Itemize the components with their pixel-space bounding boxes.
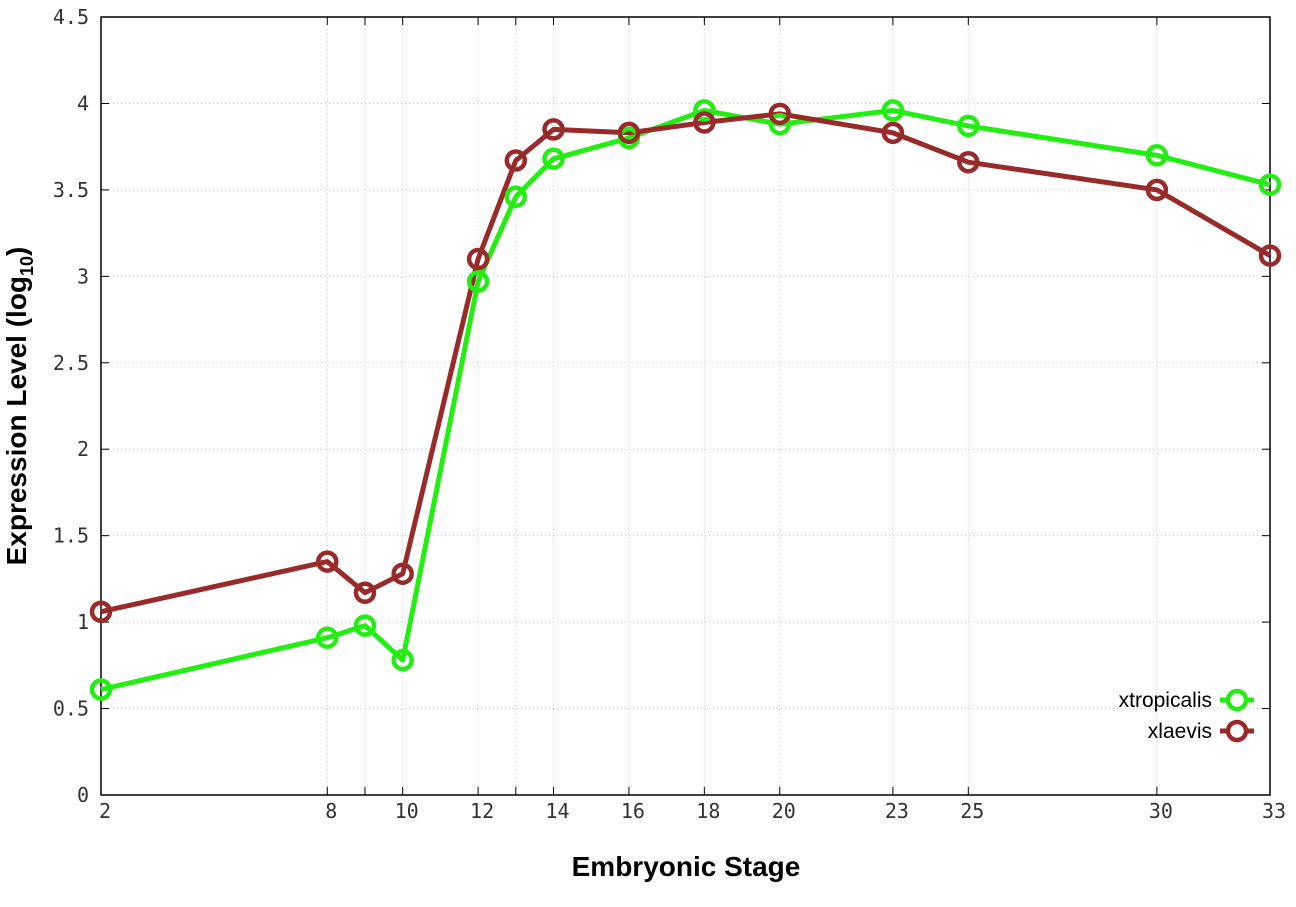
data-point-xtropicalis bbox=[391, 648, 414, 672]
y-tick-label: 0.5 bbox=[53, 697, 89, 721]
x-tick-label: 2 bbox=[99, 799, 111, 823]
legend: xtropicalis xlaevis bbox=[1119, 688, 1254, 743]
data-point-xlaevis bbox=[881, 121, 905, 145]
data-point-xlaevis bbox=[693, 111, 716, 134]
data-point-xtropicalis bbox=[881, 99, 905, 122]
x-tick-label: 8 bbox=[325, 799, 337, 823]
x-tick-label: 33 bbox=[1262, 799, 1286, 823]
data-point-xtropicalis bbox=[353, 614, 377, 637]
legend-marker-xtropicalis bbox=[1225, 688, 1249, 712]
data-point-xlaevis bbox=[957, 150, 980, 174]
x-tick-label: 20 bbox=[772, 799, 796, 823]
data-point-xlaevis bbox=[504, 149, 528, 172]
plot-frame bbox=[100, 16, 1271, 796]
axis-ticks: 0 0.5 1 1.5 2 2.5 3 3.5 4 4.5 2 8 10 12 14 16 18 20 23 25 30… bbox=[53, 5, 1286, 823]
legend-label-xlaevis: xlaevis bbox=[1148, 720, 1212, 743]
legend-marker-xlaevis bbox=[1225, 719, 1249, 743]
data-point-xlaevis bbox=[466, 247, 490, 271]
data-point-xtropicalis bbox=[957, 114, 980, 138]
y-tick-label: 1 bbox=[77, 610, 89, 634]
y-axis-title: Expression Level (log10) bbox=[1, 247, 37, 566]
y-tick-label: 3 bbox=[77, 264, 89, 288]
x-tick-label: 10 bbox=[395, 799, 419, 823]
x-tick-label: 12 bbox=[470, 799, 494, 823]
y-axis-title-subscript: 10 bbox=[17, 256, 37, 276]
data-point-xlaevis bbox=[1258, 244, 1282, 267]
data-point-xlaevis bbox=[353, 581, 377, 604]
data-point-xlaevis bbox=[542, 118, 565, 141]
x-tick-label: 23 bbox=[885, 799, 909, 823]
data-point-xtropicalis bbox=[466, 270, 490, 293]
x-tick-label: 16 bbox=[621, 799, 645, 823]
grid bbox=[101, 17, 1270, 795]
series-lines bbox=[100, 107, 1272, 692]
data-point-xtropicalis bbox=[768, 112, 792, 136]
x-tick-label: 18 bbox=[696, 799, 720, 823]
data-point-xtropicalis bbox=[89, 678, 113, 701]
data-point-xtropicalis bbox=[1258, 173, 1282, 196]
legend-label-xtropicalis: xtropicalis bbox=[1119, 689, 1212, 712]
x-tick-label: 14 bbox=[545, 799, 569, 823]
data-point-xlaevis bbox=[89, 600, 113, 623]
x-axis-title: Embryonic Stage bbox=[572, 851, 801, 882]
y-tick-label: 1.5 bbox=[53, 524, 89, 548]
data-point-xtropicalis bbox=[504, 185, 528, 209]
data-point-xtropicalis bbox=[316, 626, 339, 649]
data-point-xlaevis bbox=[391, 562, 414, 585]
data-point-xlaevis bbox=[316, 550, 339, 573]
data-point-xtropicalis bbox=[693, 99, 716, 122]
y-tick-label: 2.5 bbox=[53, 351, 89, 375]
x-tick-label: 30 bbox=[1149, 799, 1173, 823]
data-point-xlaevis bbox=[617, 121, 641, 145]
y-axis-title-main: Expression Level (log bbox=[1, 276, 32, 565]
data-points bbox=[89, 99, 1282, 701]
y-tick-label: 2 bbox=[77, 437, 89, 461]
y-tick-label: 3.5 bbox=[53, 178, 89, 202]
x-tick-label: 25 bbox=[960, 799, 984, 823]
data-point-xlaevis bbox=[768, 102, 792, 126]
y-tick-label: 4.5 bbox=[53, 5, 89, 29]
y-axis-title-close: ) bbox=[1, 247, 32, 256]
series-line-xtropicalis bbox=[100, 107, 1271, 692]
y-tick-label: 0 bbox=[77, 783, 89, 807]
data-point-xtropicalis bbox=[1145, 144, 1169, 167]
y-tick-label: 4 bbox=[77, 91, 89, 115]
data-point-xlaevis bbox=[1145, 178, 1169, 202]
data-point-xtropicalis bbox=[542, 147, 565, 171]
